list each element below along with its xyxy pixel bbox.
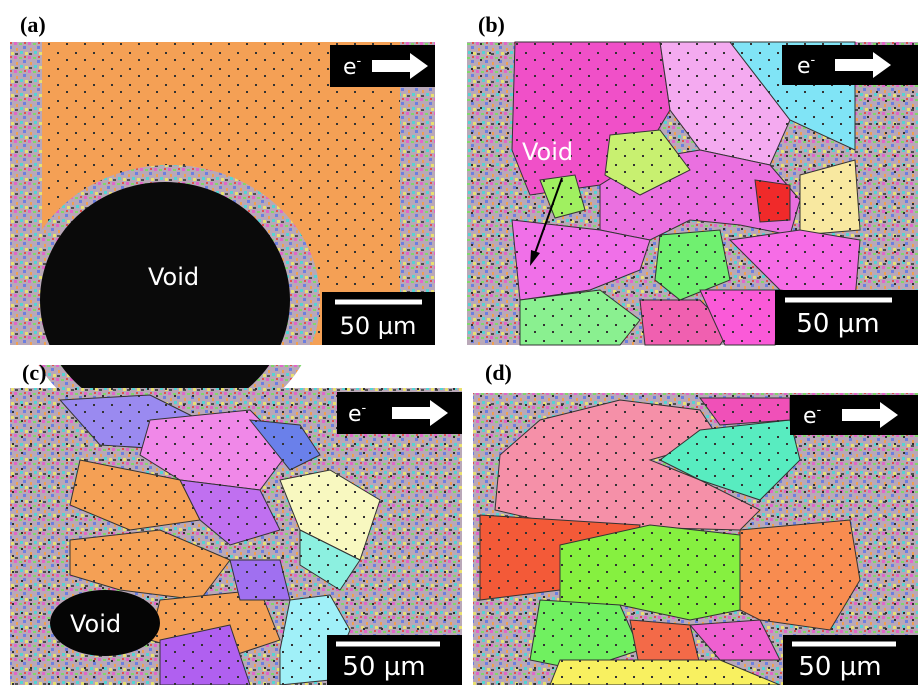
- electron-sup: -: [811, 53, 816, 68]
- panel-d: (d) e- 50 µm: [473, 360, 918, 685]
- electron-sup: -: [357, 54, 362, 69]
- figure: (a) Void e- 50 µm (b) Void e- 50 µm (c): [0, 0, 918, 685]
- scale-label: 50 µm: [798, 652, 881, 682]
- panel-label: (a): [20, 12, 46, 37]
- panel-c: (c) Void e- 50 µm: [10, 360, 462, 685]
- panel-label: (d): [485, 360, 512, 385]
- electron: e: [343, 55, 357, 80]
- void-label: Void: [70, 610, 121, 638]
- electron: e: [797, 54, 811, 79]
- void-label: Void: [148, 263, 199, 291]
- scale-label: 50 µm: [796, 309, 879, 339]
- electron-sup: -: [817, 403, 822, 418]
- panel-a: (a) Void e- 50 µm: [10, 12, 435, 435]
- void-label: Void: [522, 138, 573, 166]
- scale-label: 50 µm: [342, 652, 425, 682]
- panel-label: (b): [478, 12, 505, 37]
- panel-label: (c): [22, 360, 46, 385]
- panel-b: (b) Void e- 50 µm: [467, 12, 918, 345]
- electron: e: [803, 404, 817, 429]
- scale-label: 50 µm: [340, 312, 417, 340]
- electron: e: [348, 402, 362, 427]
- electron-sup: -: [362, 401, 367, 416]
